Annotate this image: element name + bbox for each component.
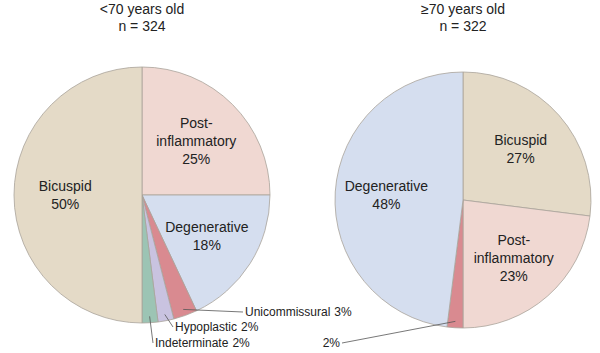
- chart-title: <70 years old: [100, 1, 184, 17]
- slice-label: Unicommissural 3%: [245, 305, 352, 319]
- chart-title: ≥70 years old: [421, 1, 505, 17]
- slice-value: 3%: [334, 305, 352, 319]
- slice-label: Indeterminate2%: [155, 336, 250, 350]
- pie-chart: ≥70 years oldn = 322 Bicuspid 27% Post-infl…: [323, 1, 591, 350]
- slice-name: inflammatory: [474, 250, 554, 266]
- slice-value: 18%: [193, 237, 221, 253]
- pie-slice: [335, 72, 463, 327]
- slice-value: 27%: [507, 150, 535, 166]
- slice-name: Bicuspid: [39, 178, 92, 194]
- pie-slice: [142, 67, 270, 195]
- slice-value: 23%: [500, 268, 528, 284]
- chart-subtitle: n = 322: [439, 18, 486, 34]
- pie-group: [335, 72, 591, 328]
- slice-name: Indeterminate: [155, 336, 229, 350]
- slice-name: Post-: [497, 232, 530, 248]
- leader-line: [342, 321, 455, 343]
- slice-label: Post-inflammatory 23%: [474, 232, 554, 284]
- slice-value: 2%: [232, 336, 250, 350]
- pie-group: [14, 67, 270, 323]
- label-group: Bicuspid 27% Post-inflammatory 23% 2% Degener…: [323, 132, 554, 350]
- slice-name: Bicuspid: [494, 132, 547, 148]
- slice-value: 2%: [241, 320, 259, 334]
- slice-value: 25%: [182, 151, 210, 167]
- slice-name: Degenerative: [345, 178, 428, 194]
- label-group: Post-inflammatory 25% Degenerative 18% Unico…: [39, 115, 352, 350]
- slice-label: 2%: [323, 336, 341, 350]
- leader-line: [150, 316, 153, 343]
- slice-label: Degenerative 48%: [345, 178, 428, 212]
- leader-line: [183, 309, 243, 312]
- slice-label: Degenerative 18%: [165, 219, 248, 253]
- pie-chart: <70 years oldn = 324 Post-inflammatory 25%…: [14, 1, 352, 350]
- pie-slice: [463, 72, 591, 216]
- slice-value: 50%: [51, 196, 79, 212]
- slice-name: Unicommissural: [245, 305, 330, 319]
- pie-slice: [463, 200, 590, 328]
- slice-label: Bicuspid 27%: [494, 132, 547, 166]
- slice-label: Hypoplastic 2%: [175, 320, 259, 334]
- slice-name: inflammatory: [156, 133, 236, 149]
- slice-name: Post-: [180, 115, 213, 131]
- slice-value: 48%: [372, 196, 400, 212]
- pie-slice: [14, 67, 142, 323]
- pie-slice: [142, 195, 158, 323]
- slice-name: Degenerative: [165, 219, 248, 235]
- slice-name: Hypoplastic: [175, 320, 237, 334]
- chart-subtitle: n = 324: [118, 18, 165, 34]
- leader-line: [165, 314, 173, 327]
- chart-canvas: <70 years oldn = 324 Post-inflammatory 25%…: [0, 0, 600, 353]
- slice-value: 2%: [323, 336, 341, 350]
- slice-label: Bicuspid 50%: [39, 178, 92, 212]
- slice-label: Post-inflammatory 25%: [156, 115, 236, 167]
